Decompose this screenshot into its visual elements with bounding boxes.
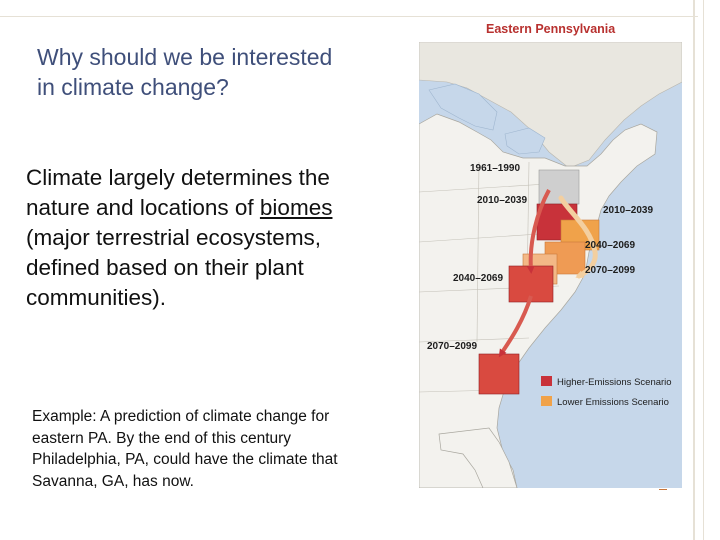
label-2010-2039-left: 2010–2039 [477,195,527,206]
lower-scenario-arrow [558,195,598,279]
legend-higher-swatch [541,376,552,386]
example-text: Example: A prediction of climate change … [32,408,338,490]
body-text-start: Climate largely determines the nature an… [26,165,330,220]
climate-migration-map: 1961–1990 2010–2039 2010–2039 2040–2069 … [419,42,682,488]
legend-higher-label: Higher-Emissions Scenario [557,377,672,388]
higher-scenario-arrow-lower [498,295,533,358]
label-2040-2069-left: 2040–2069 [453,273,503,284]
label-2070-2099-left: 2070–2099 [427,341,477,352]
map-svg: 1961–1990 2010–2039 2010–2039 2040–2069 … [419,42,682,488]
great-lakes [428,83,546,155]
label-2070-2099-right: 2070–2099 [585,265,635,276]
decorative-mark [659,489,667,490]
slide-body-text: Climate largely determines the nature an… [26,163,396,313]
legend-lower-swatch [541,396,552,406]
decorative-line-vertical [693,0,695,540]
body-text-end: (major terrestrial ecosystems, defined b… [26,225,322,310]
map-title: Eastern Pennsylvania [486,22,616,36]
decorative-line-vertical-2 [703,0,704,540]
florida-land [438,427,518,488]
region-2070-2099-higher [478,353,520,395]
label-1961-1990: 1961–1990 [470,163,520,174]
higher-scenario-arrow-upper [526,189,551,274]
legend-lower-label: Lower Emissions Scenario [557,397,669,408]
label-2010-2039-right: 2010–2039 [603,205,653,216]
biomes-link: biomes [259,195,333,220]
slide-title: Why should we be interested in climate c… [37,44,333,100]
decorative-line-horizontal [0,16,698,17]
label-2040-2069-right: 2040–2069 [585,240,635,251]
